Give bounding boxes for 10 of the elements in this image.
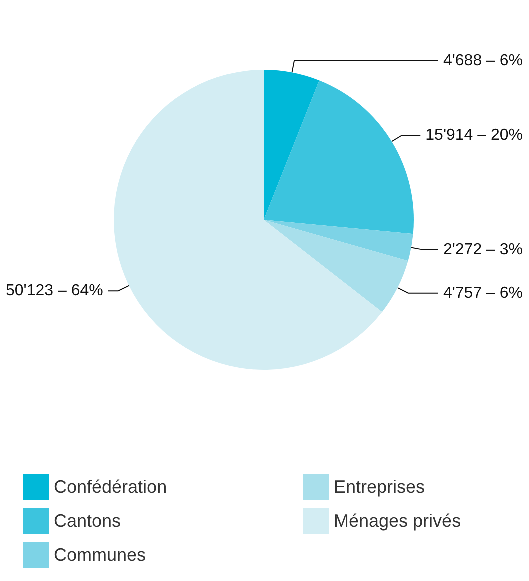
data-label: 4'688 – 6% <box>443 52 523 70</box>
legend-label: Communes <box>54 545 146 565</box>
data-label: 2'272 – 3% <box>443 241 523 258</box>
legend-label: Entreprises <box>334 477 426 497</box>
legend-label: Cantons <box>54 511 122 531</box>
legend-label: Ménages privés <box>334 511 462 531</box>
data-label: 50'123 – 64% <box>6 282 104 300</box>
data-label: 15'914 – 20% <box>426 126 523 144</box>
legend-label: Confédération <box>54 477 168 497</box>
data-label: 4'757 – 6% <box>443 284 523 302</box>
